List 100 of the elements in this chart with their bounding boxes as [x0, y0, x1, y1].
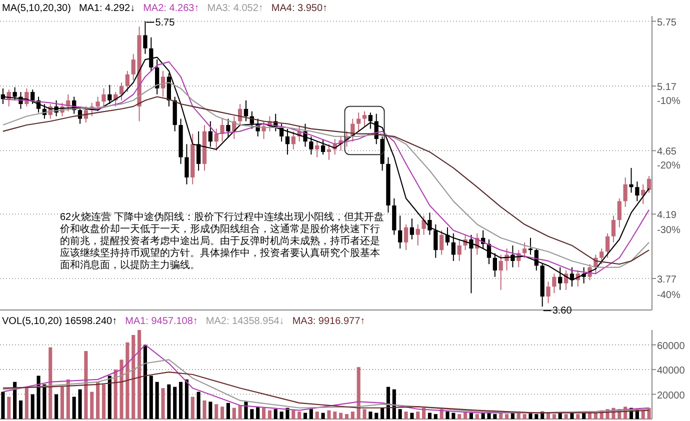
candlestick [617, 198, 622, 228]
bar [374, 412, 378, 419]
candlestick [428, 212, 432, 236]
candlestick [451, 232, 456, 262]
bar [250, 409, 254, 419]
bar [256, 406, 260, 419]
candlestick [623, 176, 628, 208]
candlestick [125, 70, 130, 92]
text: MA1: 4.292↓ [78, 3, 136, 14]
bar [108, 376, 112, 419]
candlestick [528, 237, 533, 256]
bar [179, 382, 183, 419]
bar [333, 412, 337, 419]
y2-tick-label: -30% [657, 225, 680, 236]
line-series [2, 371, 650, 414]
candlestick [108, 84, 112, 105]
line-series [2, 344, 650, 414]
bar [36, 376, 40, 419]
candlestick [422, 215, 426, 236]
candlestick [309, 136, 314, 156]
candlestick [362, 110, 367, 127]
bar [54, 394, 58, 419]
candlestick [291, 130, 296, 150]
bar [161, 388, 165, 419]
bar [552, 414, 556, 419]
candlestick [214, 128, 218, 152]
y-tick-label: 4.65 [657, 146, 677, 158]
candlestick [611, 215, 616, 243]
y2-tick-label: -20% [657, 160, 680, 172]
bar [1, 392, 5, 419]
candlestick [646, 176, 652, 194]
bar [280, 412, 284, 419]
text: MA3: 4.052↑ [207, 3, 264, 14]
candlestick [285, 128, 290, 156]
candlestick [522, 242, 527, 258]
bar [114, 370, 118, 419]
bar [416, 412, 420, 419]
bar [534, 414, 538, 419]
y-tick-label: 5.17 [657, 82, 677, 94]
bar [262, 408, 266, 419]
candlestick [492, 252, 497, 278]
bar [298, 412, 302, 419]
bar [244, 402, 248, 419]
annotation: 3.60 [552, 306, 572, 317]
text: MA4: 3.950↑ [271, 3, 328, 14]
bar [138, 330, 142, 419]
candlestick [546, 281, 550, 304]
bar [48, 347, 52, 419]
bar [576, 414, 580, 419]
bar [214, 404, 218, 419]
candlestick [368, 112, 373, 130]
bar [356, 367, 360, 419]
bar [226, 402, 230, 419]
candlestick [605, 232, 610, 258]
bar [428, 412, 432, 419]
bar [493, 414, 497, 419]
bar [78, 389, 82, 419]
bar [303, 412, 308, 419]
candlestick [416, 224, 420, 246]
bar [13, 382, 17, 419]
bar [232, 408, 236, 419]
bar [469, 412, 473, 419]
candlestick [119, 82, 124, 101]
bar [120, 360, 124, 419]
bar [362, 409, 366, 419]
bar [368, 412, 372, 419]
bar [190, 396, 194, 419]
bar [458, 414, 462, 419]
bar [7, 396, 11, 419]
bar [522, 414, 526, 419]
y-tick-label: 60000 [657, 340, 686, 352]
bar [641, 410, 645, 419]
bar [220, 406, 224, 419]
annotation: 5.75 [155, 17, 176, 28]
candlestick [326, 144, 332, 160]
bar [149, 376, 153, 419]
text: MA3: 9916.977↑ [292, 316, 366, 327]
candlestick [600, 248, 604, 265]
text: MA1: 9457.108↑ [125, 316, 198, 327]
candlestick [320, 138, 326, 156]
candlestick [498, 254, 503, 290]
candlestick [244, 100, 248, 122]
candlestick [196, 130, 201, 172]
candlestick [315, 141, 320, 158]
candlestick [404, 224, 408, 251]
bar [410, 412, 414, 419]
bar [505, 414, 509, 419]
bar [446, 412, 450, 419]
candlestick [552, 273, 556, 294]
y-tick-label: 3.77 [657, 274, 677, 286]
bar [475, 414, 479, 419]
chart-title: MA(5,10,20,30) [2, 3, 71, 14]
bar [143, 344, 147, 419]
bar [315, 412, 319, 419]
candlestick [96, 96, 100, 112]
bar [126, 342, 130, 419]
bar [24, 388, 28, 419]
bar [196, 392, 200, 419]
candlestick [457, 238, 462, 262]
bar [452, 412, 456, 419]
